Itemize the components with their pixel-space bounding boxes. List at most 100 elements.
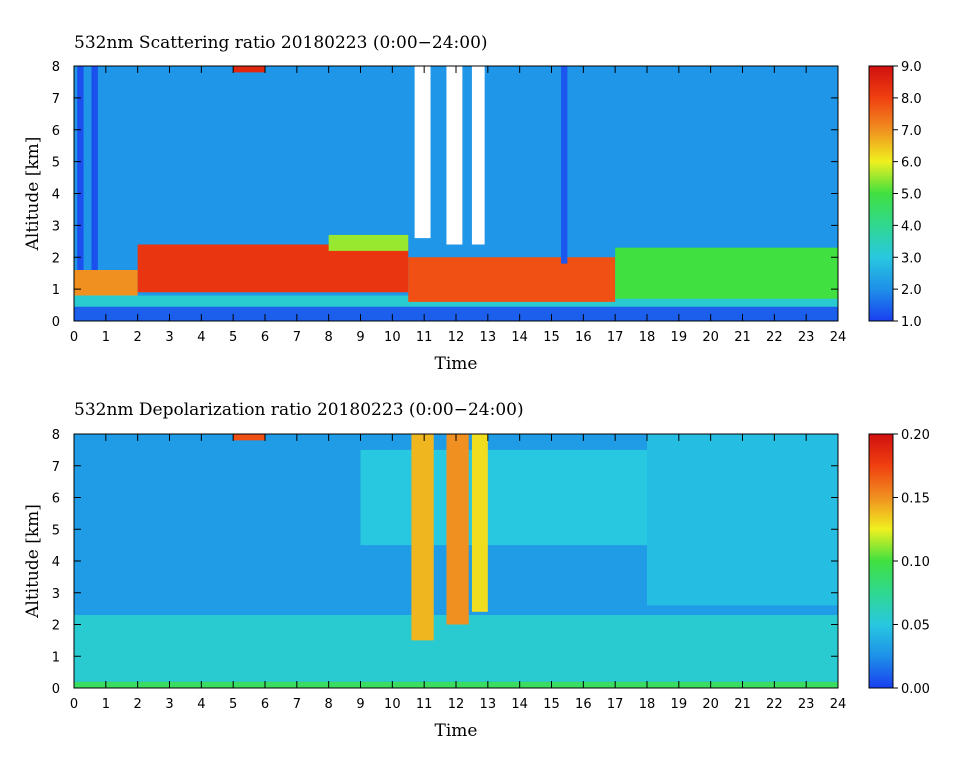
y-tick-label: 8 [52, 60, 60, 75]
x-tick-label: 14 [511, 697, 528, 712]
y-tick-label: 6 [52, 124, 60, 139]
x-tick-label: 19 [671, 697, 688, 712]
x-tick-label: 1 [102, 330, 110, 345]
x-tick-label: 18 [639, 697, 656, 712]
x-tick-label: 15 [543, 330, 560, 345]
y-axis-label: Altitude [km] [23, 504, 43, 619]
feature-layer-5 [233, 434, 265, 441]
chart-title: 532nm Depolarization ratio 20180223 (0:0… [74, 400, 524, 420]
x-tick-label: 9 [356, 330, 364, 345]
feature-layer-6 [615, 247, 838, 299]
x-tick-label: 7 [293, 697, 301, 712]
chart-title: 532nm Scattering ratio 20180223 (0:00−24… [74, 33, 488, 53]
x-axis-label: Time [435, 721, 478, 741]
x-tick-label: 16 [575, 697, 592, 712]
x-tick-label: 18 [639, 330, 656, 345]
feature-column-10 [91, 66, 98, 270]
y-tick-label: 1 [52, 283, 60, 298]
x-tick-label: 8 [325, 697, 333, 712]
x-tick-label: 17 [607, 330, 624, 345]
x-tick-label: 21 [734, 697, 751, 712]
colorbar [868, 65, 894, 322]
feature-column-8 [471, 434, 488, 612]
x-tick-label: 24 [830, 697, 847, 712]
colorbar-tick-label: 1.0 [901, 315, 922, 330]
y-tick-label: 4 [52, 555, 60, 570]
x-tick-label: 11 [416, 330, 433, 345]
x-tick-label: 0 [70, 697, 78, 712]
colorbar [868, 433, 894, 689]
colorbar-tick-label: 9.0 [901, 60, 922, 75]
x-tick-label: 5 [229, 697, 237, 712]
y-tick-label: 1 [52, 650, 60, 665]
y-tick-label: 6 [52, 492, 60, 507]
colorbar-tick-label: 8.0 [901, 92, 922, 107]
y-tick-label: 2 [52, 251, 60, 266]
x-tick-label: 12 [448, 330, 465, 345]
x-axis-label: Time [435, 354, 478, 374]
colorbar-tick-label: 4.0 [901, 219, 922, 234]
x-tick-label: 4 [197, 697, 205, 712]
colorbar-tick-label: 0.15 [901, 492, 930, 507]
x-tick-label: 11 [416, 697, 433, 712]
colorbar-tick-label: 7.0 [901, 124, 922, 139]
x-tick-label: 7 [293, 330, 301, 345]
x-tick-label: 20 [702, 697, 719, 712]
colorbar-tick-label: 0.20 [901, 428, 930, 443]
y-tick-label: 2 [52, 619, 60, 634]
x-tick-label: 22 [766, 697, 783, 712]
y-tick-label: 0 [52, 315, 60, 330]
x-tick-label: 13 [480, 330, 497, 345]
y-tick-label: 5 [52, 156, 60, 171]
feature-gap-13 [446, 66, 463, 245]
feature-layer-3 [74, 270, 138, 296]
feature-layer-4 [647, 434, 838, 606]
y-tick-label: 8 [52, 428, 60, 443]
x-tick-label: 14 [511, 330, 528, 345]
x-tick-label: 8 [325, 330, 333, 345]
x-tick-label: 2 [134, 330, 142, 345]
x-tick-label: 22 [766, 330, 783, 345]
x-tick-label: 5 [229, 330, 237, 345]
y-tick-label: 7 [52, 92, 60, 107]
feature-layer-7 [328, 234, 409, 251]
feature-column-9 [77, 66, 84, 270]
x-tick-label: 3 [165, 697, 173, 712]
feature-layer-3 [360, 449, 647, 546]
chart-1: 532nm Scattering ratio 20180223 (0:00−24… [23, 33, 922, 374]
feature-column-7 [446, 434, 469, 625]
y-tick-label: 5 [52, 523, 60, 538]
colorbar-tick-label: 0.10 [901, 555, 930, 570]
feature-column-11 [561, 66, 568, 264]
feature-gap-14 [471, 66, 485, 245]
x-tick-label: 16 [575, 330, 592, 345]
x-tick-label: 1 [102, 697, 110, 712]
chart-2: 532nm Depolarization ratio 20180223 (0:0… [23, 400, 930, 741]
y-tick-label: 3 [52, 587, 60, 602]
x-tick-label: 4 [197, 330, 205, 345]
y-tick-label: 3 [52, 219, 60, 234]
x-tick-label: 6 [261, 330, 269, 345]
x-tick-label: 23 [798, 697, 815, 712]
y-tick-label: 0 [52, 682, 60, 697]
x-tick-label: 6 [261, 697, 269, 712]
feature-column-6 [411, 434, 434, 641]
colorbar-tick-label: 5.0 [901, 188, 922, 203]
feature-layer-2 [74, 614, 838, 682]
x-tick-label: 23 [798, 330, 815, 345]
y-tick-label: 4 [52, 188, 60, 203]
feature-layer-5 [408, 257, 616, 302]
x-tick-label: 19 [671, 330, 688, 345]
x-tick-label: 10 [384, 330, 401, 345]
x-tick-label: 21 [734, 330, 751, 345]
x-tick-label: 10 [384, 697, 401, 712]
x-tick-label: 2 [134, 697, 142, 712]
x-tick-label: 12 [448, 697, 465, 712]
x-tick-label: 24 [830, 330, 847, 345]
x-tick-label: 17 [607, 697, 624, 712]
x-tick-label: 20 [702, 330, 719, 345]
colorbar-tick-label: 6.0 [901, 156, 922, 171]
x-tick-label: 15 [543, 697, 560, 712]
colorbar-tick-label: 2.0 [901, 283, 922, 298]
